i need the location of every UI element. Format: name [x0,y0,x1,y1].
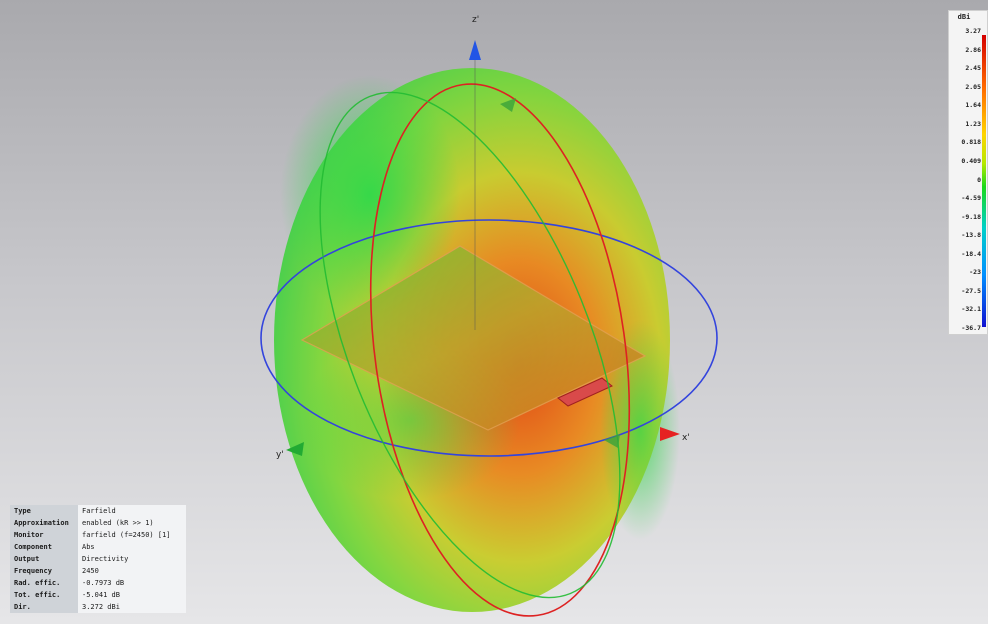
info-value: -0.7973 dB [78,577,186,589]
info-row: Component Abs [10,541,186,553]
theta-ring-green [319,91,621,599]
info-row: Rad. effic. -0.7973 dB [10,577,186,589]
info-key: Dir. [10,601,78,613]
colorbar: dBi 3.27 2.86 2.45 2.05 1.64 1.23 0.818 … [948,10,988,335]
info-value: Directivity [78,553,186,565]
info-row: Frequency 2450 [10,565,186,577]
theta-ring-red [369,83,631,617]
colorbar-tick: 1.23 [965,119,981,128]
info-key: Approximation [10,517,78,529]
info-key: Tot. effic. [10,589,78,601]
info-value: Abs [78,541,186,553]
feed-line [557,377,613,407]
info-row: Monitor farfield (f=2450) [1] [10,529,186,541]
info-row: Tot. effic. -5.041 dB [10,589,186,601]
colorbar-tick: -36.7 [961,324,981,332]
info-key: Component [10,541,78,553]
info-value: 3.272 dBi [78,601,186,613]
colorbar-tick: -23 [969,268,981,277]
info-value: farfield (f=2450) [1] [78,529,186,541]
info-row: Approximation enabled (kR >> 1) [10,517,186,529]
info-value: Farfield [78,505,186,517]
colorbar-gradient [982,35,986,327]
y-axis-label: y' [276,450,284,460]
phi-arrow [604,434,620,448]
colorbar-tick: 0.409 [961,156,981,165]
colorbar-tick: 1.64 [965,101,981,110]
info-key: Frequency [10,565,78,577]
info-value: 2450 [78,565,186,577]
farfield-info-table: Type Farfield Approximation enabled (kR … [10,505,186,613]
colorbar-ticks: 3.27 2.86 2.45 2.05 1.64 1.23 0.818 0.40… [949,27,983,332]
colorbar-tick: -9.18 [961,212,981,221]
info-key: Output [10,553,78,565]
colorbar-tick: 0.818 [961,138,981,147]
info-value: enabled (kR >> 1) [78,517,186,529]
z-axis-label: z' [472,15,479,25]
colorbar-tick: 3.27 [965,27,981,35]
info-row: Output Directivity [10,553,186,565]
phi-ring [260,219,718,457]
info-key: Type [10,505,78,517]
info-value: -5.041 dB [78,589,186,601]
y-axis-arrow [286,442,304,456]
x-axis-label: x' [682,433,690,443]
colorbar-tick: 2.86 [965,45,981,54]
colorbar-tick: -4.59 [961,194,981,203]
lobe-green-region-left [280,75,460,315]
colorbar-tick: -32.1 [961,305,981,314]
colorbar-unit: dBi [957,13,971,21]
colorbar-tick: -27.5 [961,286,981,295]
colorbar-tick: 2.05 [965,82,981,91]
colorbar-tick: -18.4 [961,249,981,258]
info-key: Monitor [10,529,78,541]
info-row: Type Farfield [10,505,186,517]
x-axis-arrow [660,427,680,441]
z-axis-arrow [469,40,481,60]
colorbar-tick: 2.45 [965,64,981,73]
patch-antenna [300,245,647,431]
colorbar-tick: 0 [977,175,981,184]
colorbar-tick: -13.8 [961,231,981,240]
info-row: Dir. 3.272 dBi [10,601,186,613]
theta-arrow [500,98,516,112]
info-key: Rad. effic. [10,577,78,589]
